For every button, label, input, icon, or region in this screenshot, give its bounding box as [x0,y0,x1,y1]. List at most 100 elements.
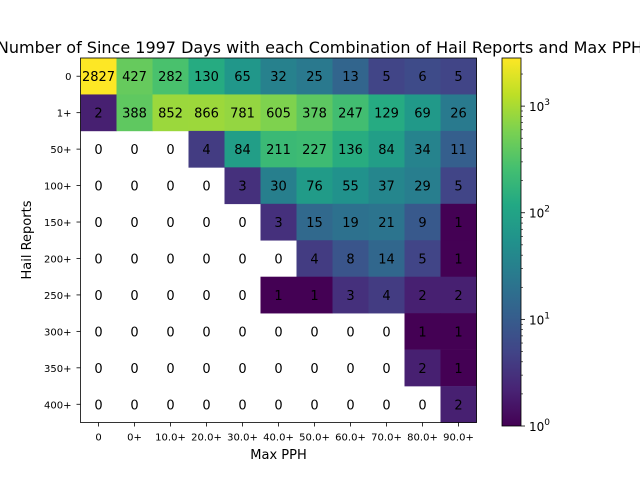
cell-value-label: 0 [202,252,210,267]
cell-value-label: 65 [234,70,251,85]
heatmap-cell [296,58,333,95]
cell-value-label: 5 [454,180,462,195]
heatmap-cell [188,130,225,168]
cell-value-label: 0 [130,252,138,267]
cell-value-label: 0 [94,216,102,231]
cell-value-label: 605 [266,107,291,122]
heatmap-cell [440,203,477,241]
heatmap-cell [440,167,477,205]
cell-value-label: 0 [382,325,390,340]
x-tick-label: 40.0+ [263,433,294,444]
heatmap-cell [188,94,225,132]
cell-value-label: 11 [450,143,467,158]
cell-value-label: 0 [166,289,174,304]
cell-value-label: 866 [194,107,219,122]
cell-value-label: 0 [166,325,174,340]
y-tick-label: 400+ [44,400,71,411]
cell-value-label: 0 [166,180,174,195]
cell-value-label: 84 [234,143,251,158]
x-axis-label: Max PPH [250,448,306,463]
heatmap-cell [404,240,441,277]
heatmap-cell [80,58,117,95]
cell-value-label: 34 [414,143,431,158]
cell-value-label: 1 [454,216,462,231]
cell-value-label: 0 [346,362,354,377]
heatmap-cell [440,313,477,350]
y-axis-label: Hail Reports [20,200,35,279]
heatmap-cell [440,94,477,132]
y-tick-label: 200+ [44,254,71,265]
cell-value-label: 2 [418,289,426,304]
cell-value-label: 5 [382,70,390,85]
x-tick-label: 80.0+ [407,433,438,444]
heatmap-cell [296,276,333,314]
cell-value-label: 0 [274,398,282,413]
cell-value-label: 0 [310,362,318,377]
cell-value-label: 427 [122,70,147,85]
cell-value-label: 3 [238,180,246,195]
cell-value-label: 781 [230,107,255,122]
cell-value-label: 0 [418,398,426,413]
y-tick-label: 150+ [44,218,71,229]
heatmap-cell [332,167,369,205]
cell-value-label: 0 [202,289,210,304]
cell-value-label: 32 [270,70,287,85]
cell-value-label: 1 [454,325,462,340]
heatmap-cell [404,167,441,205]
cell-value-label: 0 [310,325,318,340]
cell-value-label: 2 [454,398,462,413]
heatmap-cell [332,203,369,241]
heatmap-cell [368,167,405,205]
heatmap-cell [260,130,297,168]
cell-value-label: 3 [274,216,282,231]
cell-value-label: 0 [166,398,174,413]
heatmap-cell [404,313,441,350]
cell-value-label: 69 [414,107,431,122]
cell-value-label: 1 [274,289,282,304]
cell-value-label: 0 [130,180,138,195]
cell-value-label: 0 [202,398,210,413]
cell-value-label: 0 [202,180,210,195]
y-tick-label: 0 [65,72,71,83]
cell-value-label: 0 [238,216,246,231]
cell-value-label: 37 [378,180,395,195]
heatmap-cell [368,240,405,277]
cell-value-label: 0 [238,398,246,413]
y-axis-ticks: 0 1+ 50+ 100+ 150+ 200+ 250+ 300+ 350+ 400+ [44,72,81,411]
heatmap-cell [224,167,261,205]
cell-value-label: 282 [158,70,183,85]
cell-value-label: 211 [266,143,291,158]
heatmap-cell [404,130,441,168]
heatmap-cell [368,94,405,132]
x-axis-ticks: 0 0+ 10.0+ 20.0+ 30.0+ 40.0+ 50.0+ 60.0+ 70.0+ 80… [95,422,474,444]
heatmap-cell [260,203,297,241]
cell-value-label: 0 [130,289,138,304]
cell-value-label: 2 [94,107,102,122]
cell-value-label: 247 [338,107,363,122]
cell-value-label: 55 [342,180,359,195]
heatmap-cell [296,130,333,168]
heatmap-cell [440,130,477,168]
cell-value-label: 0 [94,252,102,267]
cell-value-label: 852 [158,107,183,122]
heatmap-cell [368,276,405,314]
cell-value-label: 0 [202,362,210,377]
heatmap-cell [188,58,225,95]
cell-value-label: 29 [414,180,431,195]
heatmap-cell [440,240,477,277]
cell-value-label: 378 [302,107,327,122]
cell-value-label: 0 [94,180,102,195]
cell-value-label: 30 [270,180,287,195]
cell-value-label: 0 [202,325,210,340]
cell-value-label: 0 [274,252,282,267]
cell-value-label: 0 [346,325,354,340]
colorbar-ticks: 100 101 102 103 [521,73,550,434]
heatmap-cell [224,94,261,132]
cell-value-label: 0 [130,325,138,340]
cell-value-label: 19 [342,216,359,231]
cell-value-label: 26 [450,107,467,122]
x-tick-label: 90.0+ [443,433,474,444]
heatmap-cell [224,130,261,168]
cell-value-label: 0 [346,398,354,413]
